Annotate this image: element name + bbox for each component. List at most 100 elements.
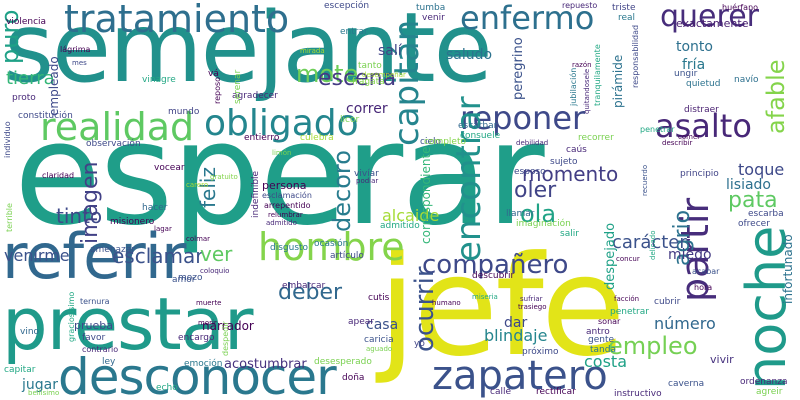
word: vivíar <box>354 169 379 179</box>
word: mirada <box>300 47 325 55</box>
word: quietud <box>686 79 721 89</box>
word: escarbar <box>458 121 498 131</box>
word: triste <box>612 3 636 13</box>
word: dar <box>504 315 528 331</box>
word: despedir <box>221 321 230 356</box>
word: costa <box>584 352 627 371</box>
word: empleo <box>608 332 698 360</box>
word: amor <box>172 275 196 285</box>
word: quitandosele <box>583 68 591 114</box>
word: caús <box>566 145 587 155</box>
word: peregrino <box>511 37 526 100</box>
word: sujeto <box>550 157 578 167</box>
word: entierro <box>244 133 280 143</box>
word: serenar <box>233 69 243 104</box>
word: escepción <box>324 1 370 11</box>
word: vino <box>20 327 40 337</box>
word: apear <box>348 317 374 327</box>
word: imagen <box>78 161 103 244</box>
word: bellísimo <box>28 389 60 397</box>
word: entrar <box>340 27 368 37</box>
word: individuo <box>3 121 12 158</box>
word: favor <box>82 333 106 343</box>
word: ola <box>520 200 557 228</box>
word: afable <box>762 59 790 134</box>
word: echo <box>156 383 178 393</box>
word: huérfano <box>722 3 759 12</box>
word: semejante <box>4 0 493 104</box>
word: fragata <box>352 77 385 87</box>
word: obligado <box>204 103 359 144</box>
word: ternura <box>80 297 110 306</box>
word: humano <box>432 299 461 307</box>
word: capitar <box>4 365 36 375</box>
word: casa <box>366 317 399 333</box>
word: miseria <box>472 293 498 301</box>
word: hora <box>694 283 713 292</box>
word: esclamar <box>112 244 204 268</box>
word: describir <box>662 139 693 147</box>
word: venirme <box>4 246 70 265</box>
word: colmar <box>186 235 211 243</box>
word: caverna <box>668 379 705 389</box>
word: agradecer <box>232 91 278 101</box>
word: cutis <box>368 293 390 303</box>
word: correspondiente <box>419 146 433 244</box>
word: miedo <box>668 247 712 263</box>
word: zapatero <box>432 353 608 399</box>
word: delicado <box>649 230 657 260</box>
word: observación <box>86 139 141 149</box>
word: salí <box>378 43 402 59</box>
word: infortunado <box>781 234 795 304</box>
word: licor <box>340 115 360 125</box>
word: culebra <box>300 133 334 143</box>
word: responsabilidad <box>631 24 640 88</box>
word: mes <box>72 59 87 67</box>
word: querer <box>660 0 759 34</box>
word: muerte <box>196 299 222 307</box>
word: reponer <box>460 99 586 137</box>
word: cielo <box>420 137 441 147</box>
word: número <box>654 314 716 333</box>
word: compañero <box>422 250 569 280</box>
word: sufriar <box>520 295 543 303</box>
word: prueba <box>74 319 113 332</box>
word: desempeñar <box>362 71 406 79</box>
word: antro <box>586 327 610 337</box>
word: lágrima <box>60 45 91 54</box>
word: oler <box>514 178 557 203</box>
word: escena <box>318 66 397 91</box>
word: toque <box>738 160 785 179</box>
word: navío <box>734 75 759 85</box>
word: mozo <box>178 273 203 283</box>
word: empleado <box>47 56 61 116</box>
word: blindaje <box>484 326 548 345</box>
word: relumbrar <box>268 211 303 219</box>
word: caricia <box>364 335 394 345</box>
word: coloquio <box>200 267 230 275</box>
word: contrario <box>82 345 119 354</box>
word: correr <box>346 101 388 117</box>
word: deber <box>278 280 343 305</box>
word: ungir <box>674 69 698 79</box>
word: arrepentido <box>264 201 311 210</box>
word: referir <box>2 220 186 293</box>
word: saludo <box>446 47 493 63</box>
word: amenazar <box>90 245 135 255</box>
word: agreir <box>756 387 783 397</box>
word: razón <box>572 61 592 69</box>
word: reposo <box>213 76 222 104</box>
word: vivir <box>710 353 734 366</box>
word: terrible <box>5 203 14 232</box>
word: repuesto <box>562 1 598 10</box>
word: admitido <box>380 221 420 231</box>
word: esposo <box>514 167 546 177</box>
word: distraer <box>684 105 719 115</box>
word: recuerdo <box>641 164 649 196</box>
word: emoción <box>184 359 223 369</box>
word: esclamación <box>262 191 312 200</box>
word: mundo <box>168 107 200 117</box>
word: vá <box>208 69 219 79</box>
word: vocear <box>154 163 185 173</box>
